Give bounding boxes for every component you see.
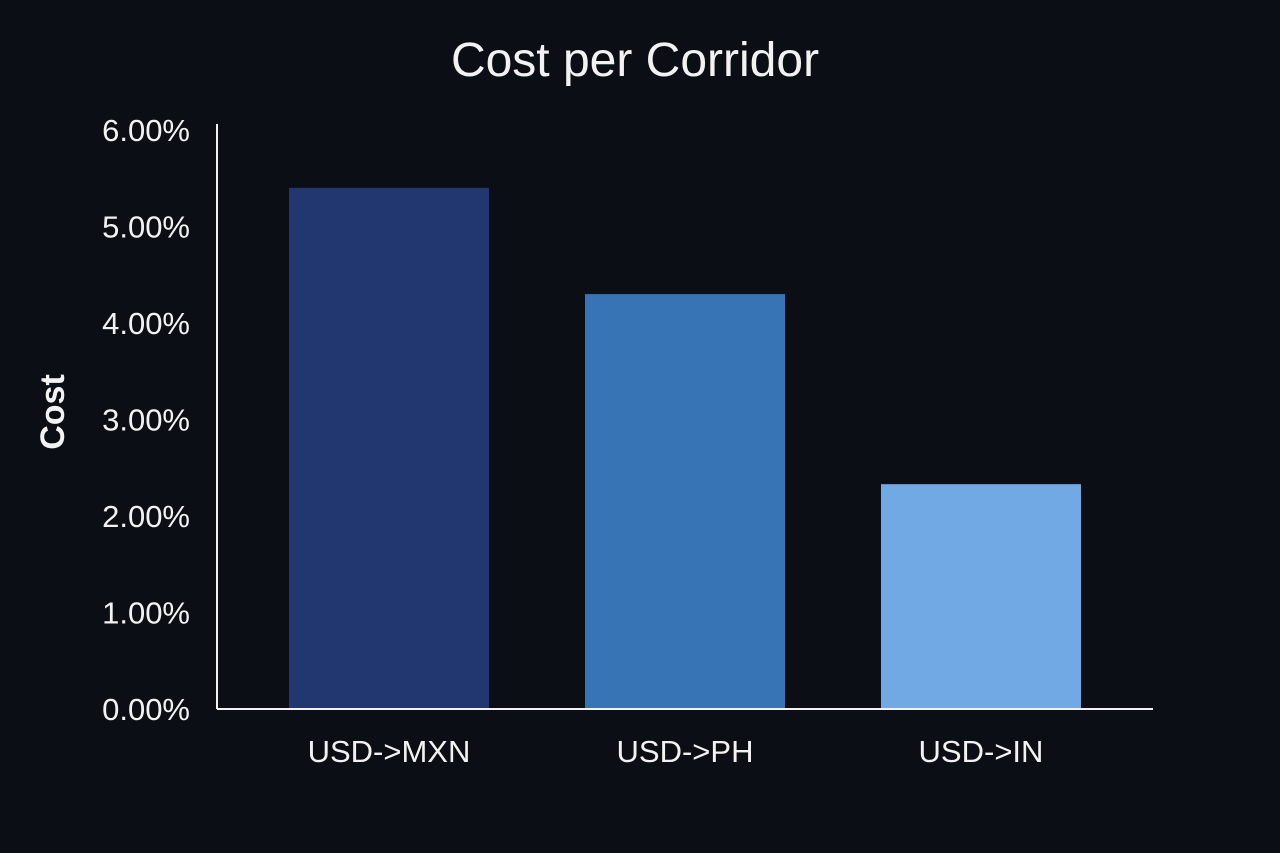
y-tick-label: 0.00% (102, 692, 190, 727)
y-tick-label: 5.00% (102, 210, 190, 245)
y-tick-label: 6.00% (102, 113, 190, 148)
y-tick-label: 2.00% (102, 499, 190, 534)
chart-title: Cost per Corridor (451, 34, 819, 87)
x-tick-labels: USD->MXN USD->PH USD->IN (308, 734, 1044, 769)
bar-usd-ph (585, 294, 785, 709)
x-tick-label: USD->PH (617, 734, 754, 769)
y-tick-label: 4.00% (102, 306, 190, 341)
y-tick-label: 1.00% (102, 596, 190, 631)
x-tick-label: USD->IN (919, 734, 1044, 769)
bars-layer (289, 187, 1081, 709)
x-tick-label: USD->MXN (308, 734, 471, 769)
y-axis-label: Cost (34, 374, 72, 450)
bar-usd-mxn (289, 187, 489, 709)
bar-usd-in (881, 484, 1081, 709)
y-tick-labels: 0.00% 1.00% 2.00% 3.00% 4.00% 5.00% 6.00% (102, 113, 190, 727)
y-tick-label: 3.00% (102, 403, 190, 438)
